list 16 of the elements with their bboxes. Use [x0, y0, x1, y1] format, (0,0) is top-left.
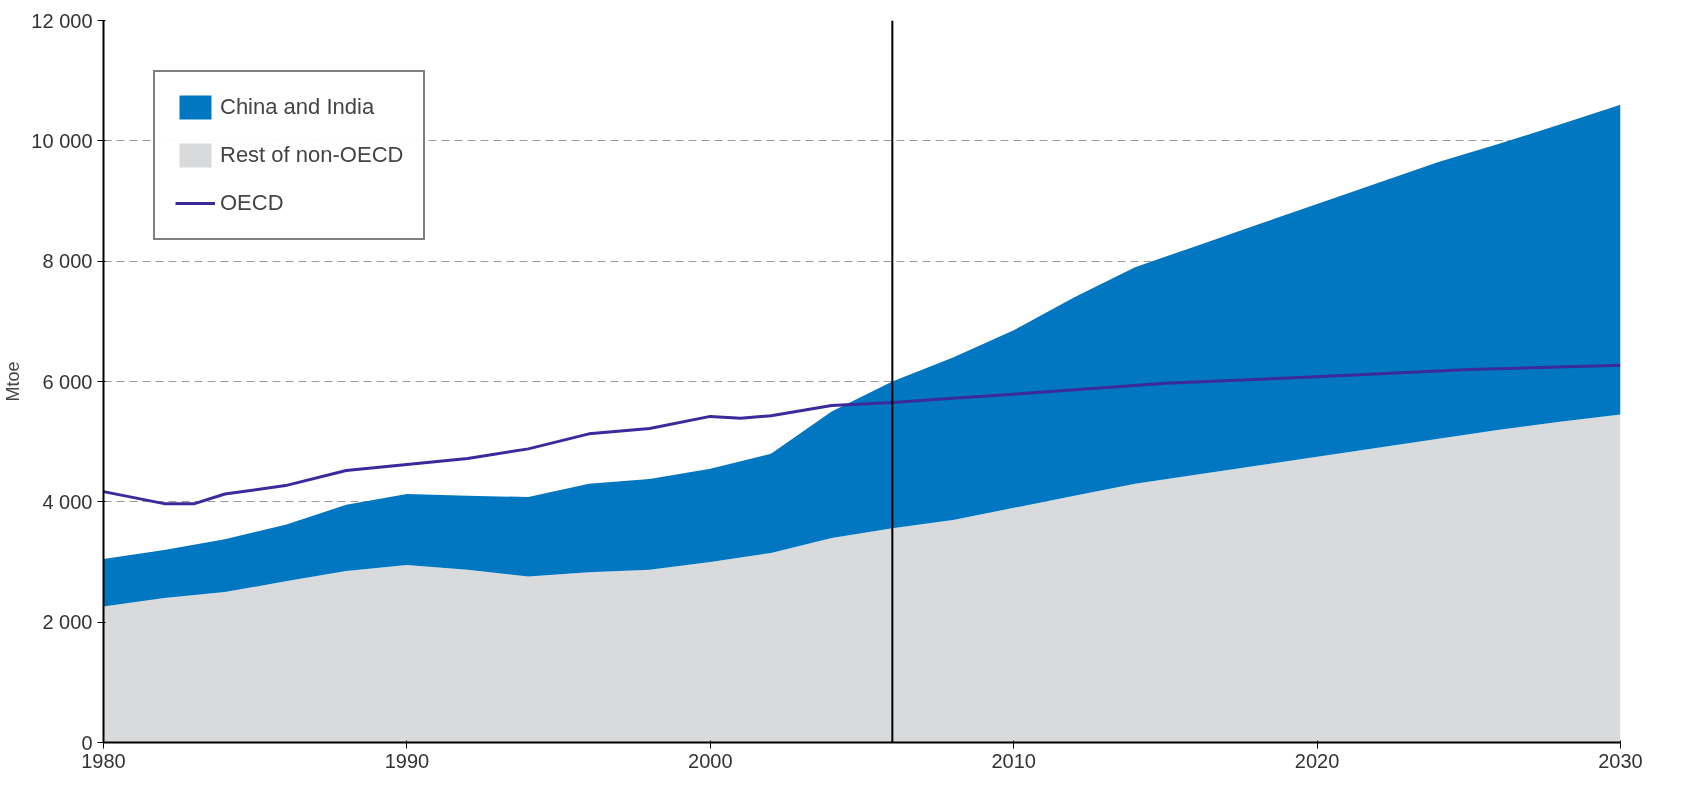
legend-label: China and India	[220, 94, 375, 120]
y-tick-label: 6 000	[42, 370, 93, 393]
x-tick-label: 2010	[991, 749, 1036, 772]
x-tick-label: 2000	[688, 749, 733, 772]
x-tick-label: 1990	[384, 749, 430, 772]
x-tick-label: 2020	[1294, 749, 1340, 772]
y-tick-label: 2 000	[42, 611, 93, 634]
y-tick-label: 8 000	[42, 250, 93, 273]
legend-label: Rest of non-OECD	[220, 142, 404, 168]
y-axis-title: Mtoe	[3, 361, 24, 402]
y-tick-label: 4 000	[42, 490, 93, 513]
y-tick-label: 12 000	[31, 9, 93, 32]
line-series	[103, 363, 1621, 506]
x-tick-label: 2030	[1598, 749, 1643, 772]
y-tick-label: 10 000	[31, 129, 93, 152]
legend-label: OECD	[220, 190, 284, 216]
